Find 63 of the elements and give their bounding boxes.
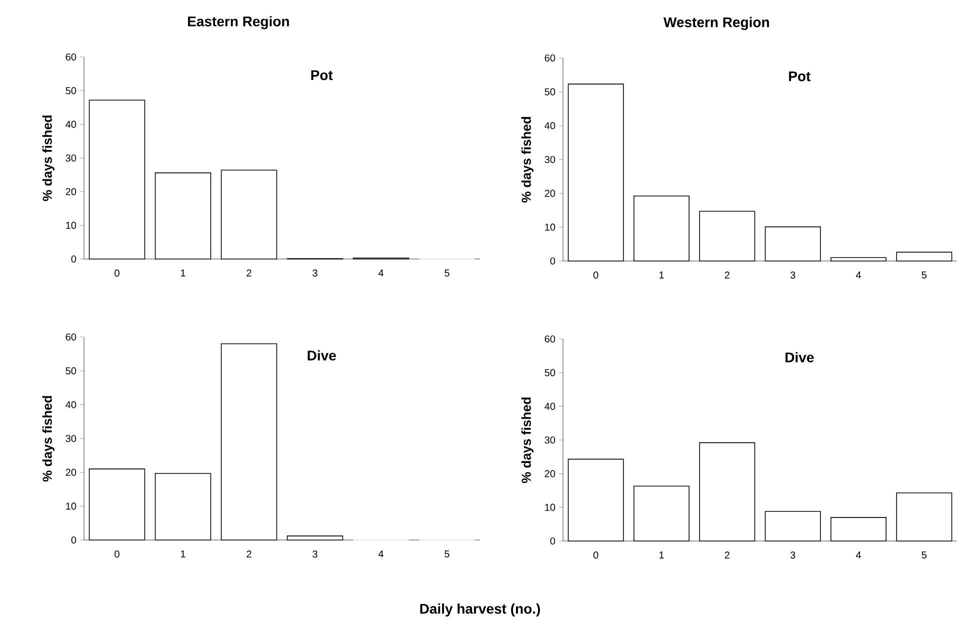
- y-tick-label: 30: [66, 434, 76, 442]
- y-tick-label: 50: [66, 367, 76, 374]
- y-tick-label: 50: [544, 88, 556, 96]
- y-tick-label: 30: [66, 154, 76, 162]
- x-tick-label: 5: [922, 552, 927, 559]
- y-tick-label: 30: [544, 436, 556, 444]
- x-tick-label: 0: [114, 550, 120, 558]
- x-tick-label: 4: [378, 270, 384, 276]
- text: Pot: [789, 71, 811, 82]
- x-tick-label: 0: [593, 552, 598, 559]
- y-tick-label: 60: [544, 335, 556, 343]
- y-tick-label: 30: [544, 156, 556, 164]
- y-axis-title: % days fished: [42, 396, 54, 482]
- x-tick-label: 2: [246, 550, 252, 558]
- x-tick-label: 0: [593, 272, 598, 279]
- x-tick-label: 4: [378, 550, 384, 558]
- y-tick-label: 40: [544, 122, 556, 130]
- y-tick-label: 60: [544, 54, 556, 62]
- text: Dive: [308, 350, 336, 360]
- x-tick-label: 3: [312, 270, 318, 277]
- y-tick-label: 10: [66, 222, 76, 229]
- y-tick-label: 60: [66, 53, 76, 61]
- y-axis-title: % days fished: [521, 398, 534, 484]
- y-tick-label: 20: [544, 470, 556, 478]
- y-tick-label: 50: [66, 87, 76, 94]
- y-tick-label: 10: [545, 224, 556, 231]
- y-tick-label: 20: [66, 188, 76, 196]
- x-tick-label: 5: [444, 550, 450, 558]
- y-tick-label: 20: [544, 190, 556, 197]
- y-tick-label: 0: [550, 257, 556, 265]
- text: Pot: [311, 70, 333, 80]
- x-tick-label: 2: [724, 552, 730, 559]
- x-tick-label: 0: [114, 270, 120, 277]
- x-tick-label: 2: [246, 270, 252, 277]
- y-tick-label: 50: [544, 369, 556, 376]
- x-tick-label: 5: [444, 270, 450, 277]
- y-tick-label: 40: [66, 120, 76, 128]
- y-tick-label: 0: [71, 255, 76, 263]
- x-tick-label: 2: [724, 272, 730, 279]
- y-tick-label: 40: [66, 401, 76, 408]
- y-tick-label: 10: [66, 502, 76, 510]
- y-tick-label: 0: [71, 536, 76, 544]
- x-tick-label: 1: [659, 272, 664, 278]
- x-tick-label: 1: [659, 552, 664, 558]
- text: Dive: [786, 352, 814, 362]
- y-axis-title: % days fished: [42, 116, 54, 202]
- text: Eastern Region: [188, 16, 289, 30]
- x-tick-label: 3: [312, 550, 318, 558]
- x-tick-label: 1: [180, 270, 186, 276]
- text: Western Region: [664, 16, 769, 30]
- x-tick-label: 4: [856, 272, 861, 278]
- y-tick-label: 10: [545, 504, 556, 511]
- y-axis-title: % days fished: [521, 117, 534, 203]
- x-tick-label: 3: [790, 552, 796, 559]
- x-tick-label: 3: [790, 272, 796, 279]
- y-tick-label: 0: [550, 537, 556, 545]
- y-tick-label: 60: [66, 333, 76, 341]
- y-tick-label: 20: [66, 468, 76, 476]
- y-tick-label: 40: [544, 402, 556, 410]
- x-tick-label: 4: [856, 552, 861, 558]
- x-axis-title: Daily harvest (no.): [420, 603, 540, 617]
- x-tick-label: 5: [922, 272, 927, 279]
- x-tick-label: 1: [180, 550, 186, 558]
